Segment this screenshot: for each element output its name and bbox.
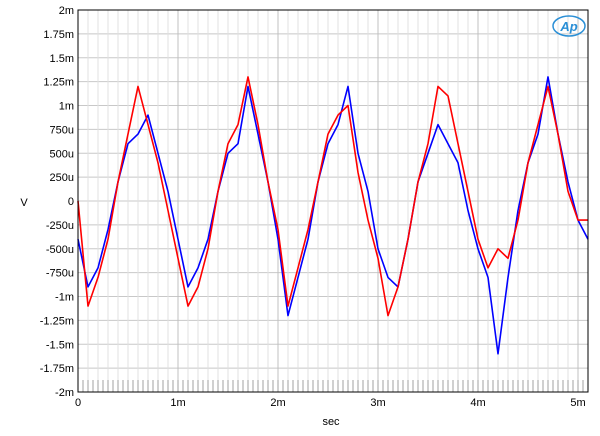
y-tick-label: -250u [46, 220, 74, 232]
x-axis-title: sec [322, 416, 340, 428]
ap-logo-text: Ap [559, 19, 577, 34]
series-line-2 [77, 76, 588, 317]
y-axis-title: V [20, 197, 28, 209]
minor-ticks [82, 380, 584, 392]
y-tick-label: -1.25m [40, 315, 74, 327]
y-tick-label: 500u [50, 148, 74, 160]
y-tick-label: -500u [46, 244, 74, 256]
y-tick-label: 1.25m [43, 77, 74, 89]
x-tick-labels: 0 1m 2m 3m 4m 5m [75, 397, 586, 409]
y-tick-label: 2m [59, 5, 74, 17]
y-tick-label: 750u [50, 124, 74, 136]
y-tick-label: 1.75m [43, 29, 74, 41]
plot-frame [77, 9, 589, 393]
series-group [77, 76, 589, 355]
y-tick-label: -2m [55, 387, 74, 399]
y-tick-label: 1m [59, 101, 74, 113]
y-tick-label: 0 [68, 196, 74, 208]
x-tick-label: 1m [170, 397, 185, 409]
y-tick-label: -750u [46, 268, 74, 280]
x-tick-label: 4m [470, 397, 485, 409]
x-tick-label: 5m [570, 397, 585, 409]
y-tick-label: -1m [55, 292, 74, 304]
series-line-1 [77, 76, 589, 355]
y-tick-label: 1.5m [50, 53, 74, 65]
y-tick-labels: 2m 1.75m 1.5m 1.25m 1m 750u 500u 250u 0 -250u -500… [40, 5, 74, 399]
x-tick-label: 2m [270, 397, 285, 409]
y-tick-label: 250u [50, 172, 74, 184]
y-tick-label: -1.75m [40, 363, 74, 375]
y-tick-label: -1.5m [46, 339, 74, 351]
ap-logo-ring [552, 15, 586, 37]
x-tick-label: 0 [75, 397, 81, 409]
ap-logo: Ap [552, 15, 586, 37]
x-tick-label: 3m [370, 397, 385, 409]
